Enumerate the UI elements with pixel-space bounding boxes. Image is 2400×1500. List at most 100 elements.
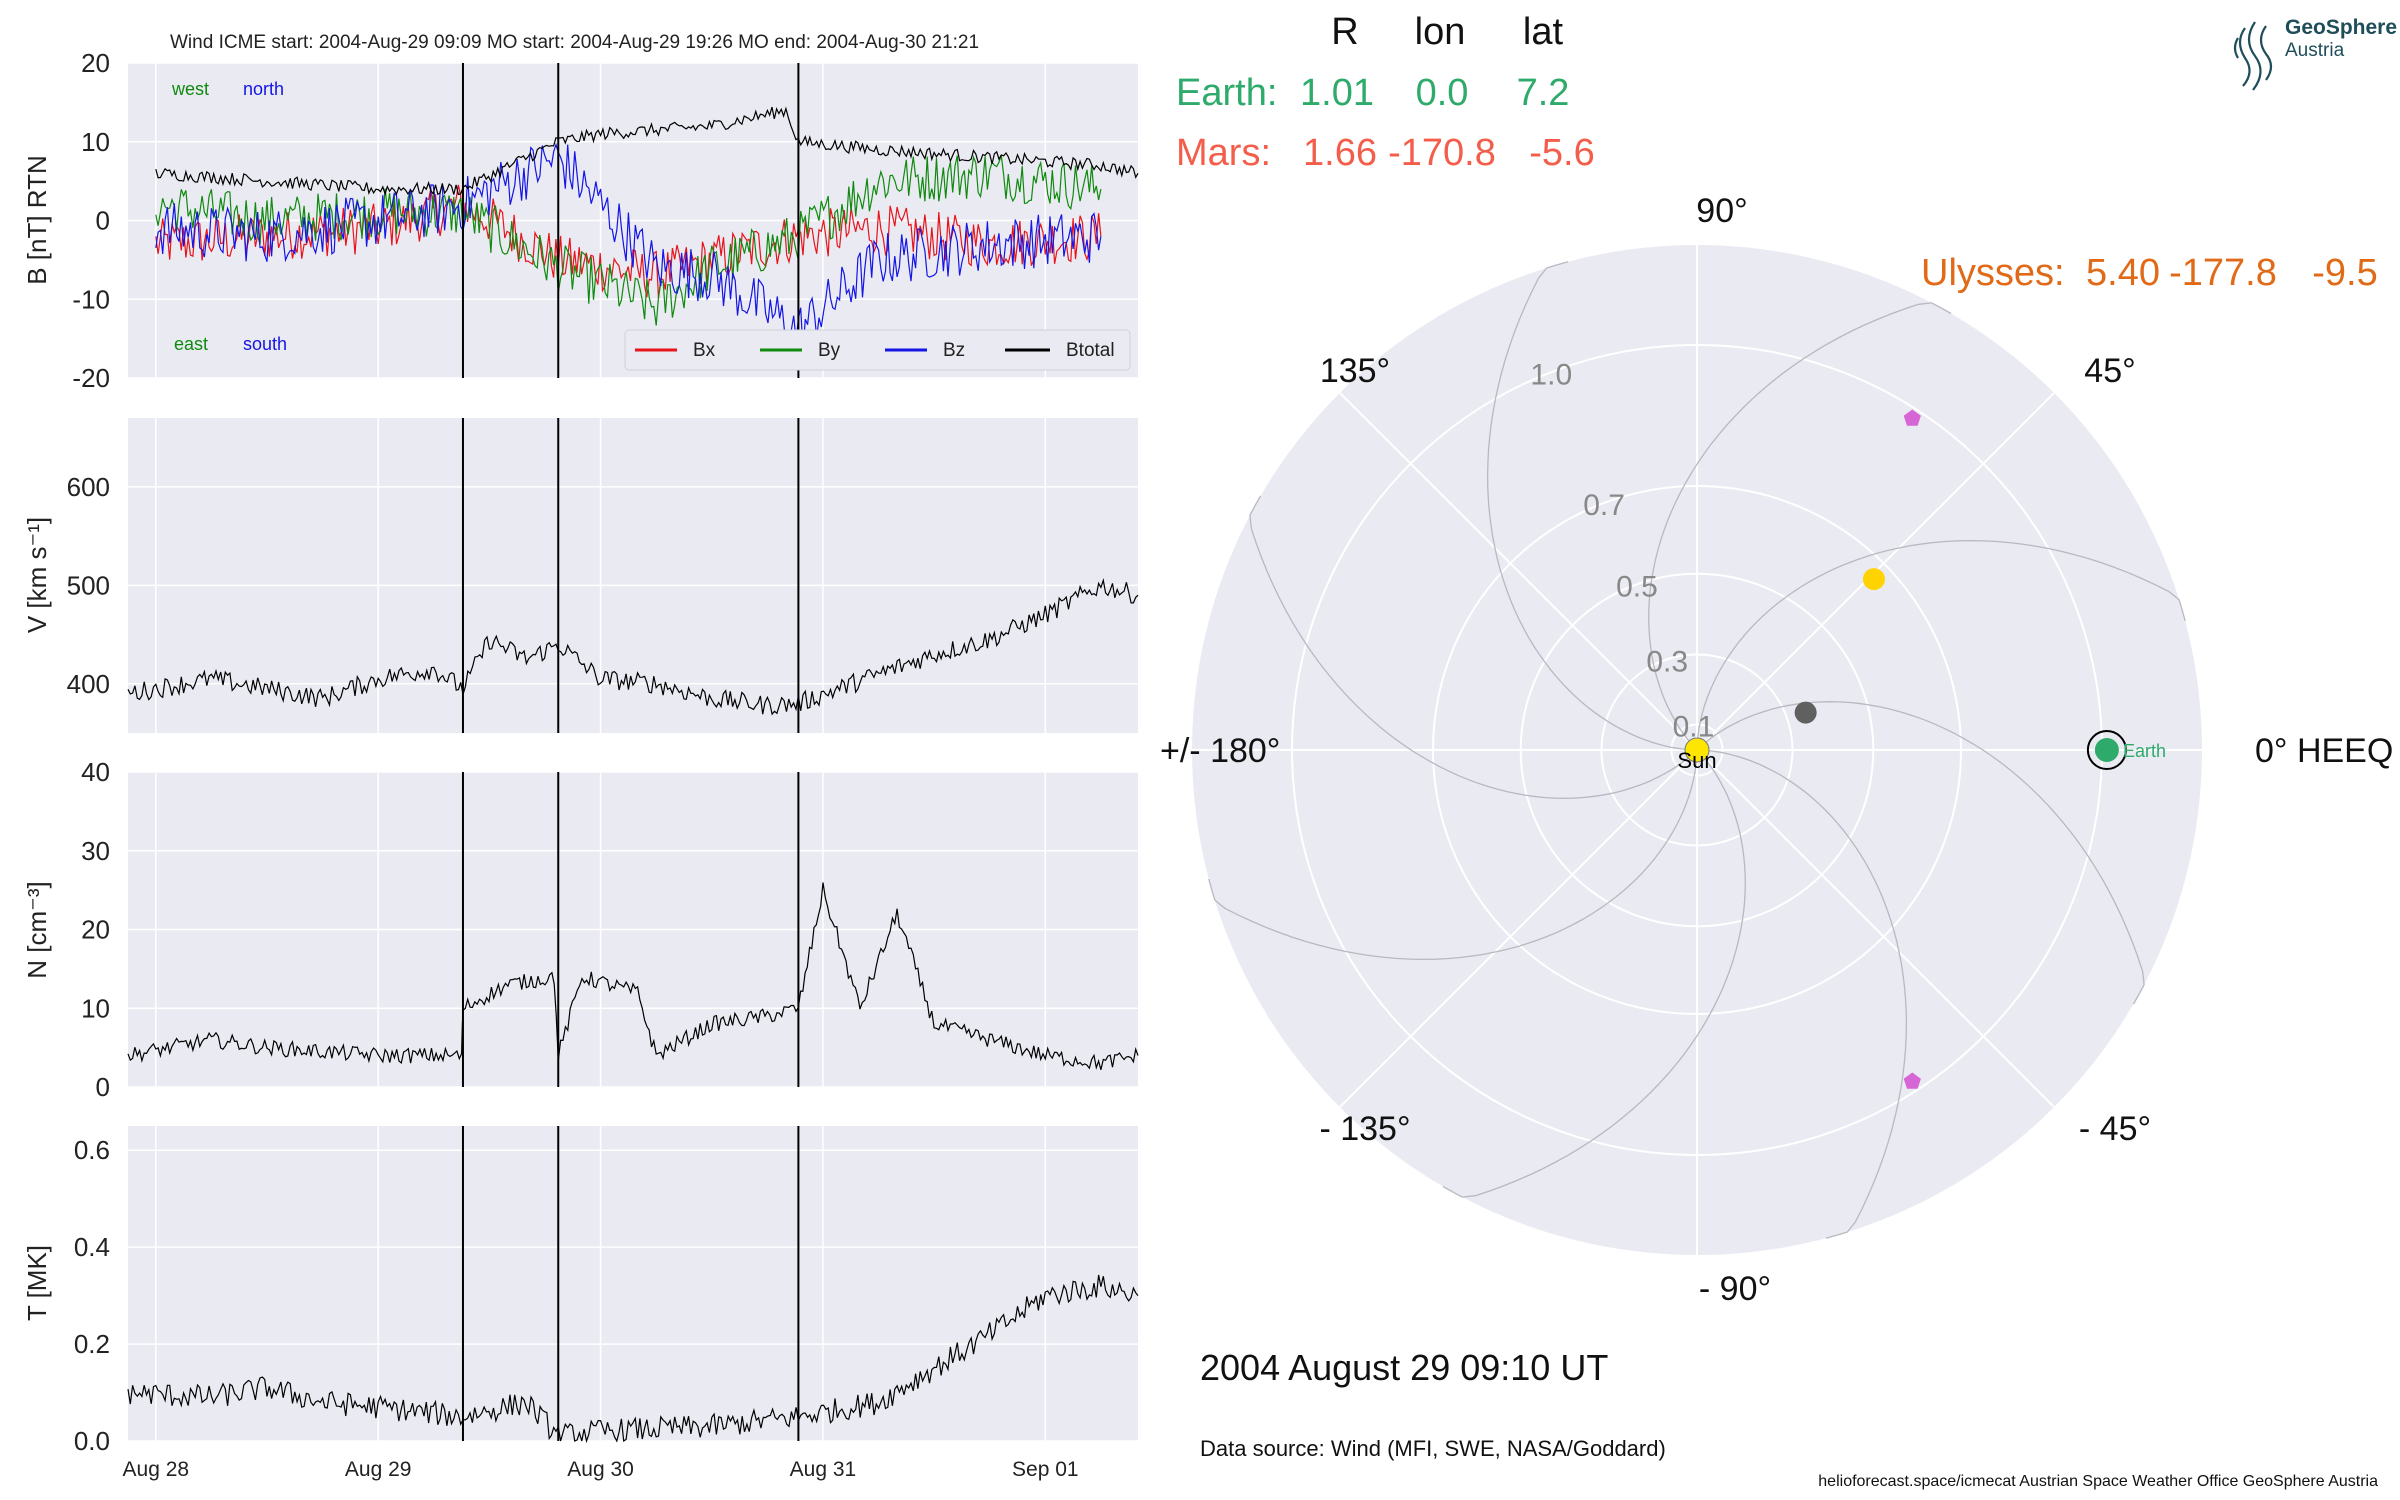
y-tick-label: 0.2 xyxy=(74,1329,110,1359)
logo-swirl-icon xyxy=(2233,21,2273,91)
y-tick-labels: 0.0 0.2 0.4 0.6 xyxy=(74,1135,110,1456)
density-panel: 0 10 20 30 40 N [cm⁻³] xyxy=(22,757,1139,1102)
grid-lines xyxy=(128,1126,1138,1442)
x-tick-labels: Aug 28 Aug 29 Aug 30 Aug 31 Sep 01 xyxy=(123,1458,1079,1481)
polar-radius-labels: 0.1 0.3 0.5 0.7 1.0 xyxy=(1530,358,1714,743)
footer-credits: helioforecast.space/icmecat Austrian Spa… xyxy=(1818,1473,2378,1490)
parker-spiral-line xyxy=(1486,261,1698,751)
mars-row-r: 1.66 xyxy=(1303,132,1377,174)
legend-label-by: By xyxy=(818,340,841,361)
legend-label-btotal: Btotal xyxy=(1066,340,1115,361)
y-tick-label: 10 xyxy=(81,127,110,157)
legend: Bx By Bz Btotal xyxy=(624,329,1131,371)
ulysses-row-r: 5.40 xyxy=(2086,252,2160,294)
y-axis-label: B [nT] RTN xyxy=(22,155,52,285)
annotation-south: south xyxy=(243,334,287,354)
angle-label: +/- 180° xyxy=(1160,732,1280,770)
series-line-bx xyxy=(155,184,1102,299)
radius-tick-label: 0.7 xyxy=(1583,489,1625,522)
y-tick-labels: -20 -10 0 10 20 xyxy=(72,48,110,393)
angle-label: 45° xyxy=(2084,352,2135,390)
y-tick-label: 500 xyxy=(67,570,110,600)
y-tick-label: 10 xyxy=(81,993,110,1023)
y-tick-label: 600 xyxy=(67,472,110,502)
series-line-bz xyxy=(155,142,1102,352)
chart-title: Wind ICME start: 2004-Aug-29 09:09 MO st… xyxy=(170,32,979,53)
spacecraft-circle-marker xyxy=(1794,701,1817,724)
y-tick-label: 0.4 xyxy=(74,1232,110,1262)
series-layer xyxy=(127,1274,1139,1444)
earth-row-r: 1.01 xyxy=(1300,72,1374,114)
earth-row-lat: 7.2 xyxy=(1517,72,1570,114)
polar-position-plot: 0° HEEQ 45° 90° 135° +/- 180° - 135° - 90° - 45… xyxy=(1160,192,2393,1308)
event-lines xyxy=(461,772,800,1087)
y-axis-label: N [cm⁻³] xyxy=(22,881,52,979)
legend-box xyxy=(624,329,1131,371)
header-r: R xyxy=(1331,11,1358,53)
mars-row-lon: -170.8 xyxy=(1388,132,1496,174)
radius-tick-label: 0.1 xyxy=(1673,710,1715,743)
y-tick-label: 30 xyxy=(81,836,110,866)
x-tick-label: Sep 01 xyxy=(1012,1458,1079,1481)
series-layer xyxy=(127,578,1139,716)
y-tick-label: -20 xyxy=(72,363,110,393)
series-line-by xyxy=(155,154,1102,326)
y-tick-label: 0 xyxy=(96,206,110,236)
earth-point-label: Earth xyxy=(2123,741,2166,761)
angle-spoke xyxy=(1339,392,1698,751)
x-tick-label: Aug 29 xyxy=(345,1458,412,1481)
position-table: R lon lat Earth: 1.01 0.0 7.2 Mars: 1.66… xyxy=(1176,11,2378,294)
y-tick-label: -10 xyxy=(72,284,110,314)
header-lat: lat xyxy=(1523,11,1564,53)
y-tick-label: 20 xyxy=(81,48,110,78)
series-line-btotal xyxy=(155,106,1139,196)
radius-tick-label: 0.5 xyxy=(1616,571,1658,604)
parker-spiral-line xyxy=(1696,539,2186,751)
annotation-west: west xyxy=(171,79,209,99)
ulysses-row-lon: -177.8 xyxy=(2169,252,2277,294)
temperature-panel: 0.0 0.2 0.4 0.6 T [MK] xyxy=(22,1126,1139,1456)
parker-spiral-line xyxy=(1648,302,1952,751)
y-tick-labels: 0 10 20 30 40 xyxy=(81,757,110,1102)
plot-background xyxy=(128,1126,1138,1441)
geosphere-logo: GeoSphere Austria xyxy=(2233,16,2397,91)
y-tick-label: 400 xyxy=(67,669,110,699)
y-tick-label: 0.6 xyxy=(74,1135,110,1165)
angle-label: 90° xyxy=(1696,192,1747,230)
ulysses-row-lat: -9.5 xyxy=(2312,252,2377,294)
magnetic-field-panel: -20 -10 0 10 20 B [nT] RTN Wind ICME start: … xyxy=(22,32,1139,393)
earth-row-lon: 0.0 xyxy=(1416,72,1469,114)
annotation-north: north xyxy=(243,79,284,99)
series-line xyxy=(127,578,1139,716)
parker-spiral-line xyxy=(1696,701,2145,1005)
mars-row-lat: -5.6 xyxy=(1529,132,1594,174)
event-lines xyxy=(461,418,800,733)
series-layer xyxy=(155,106,1139,352)
y-tick-label: 40 xyxy=(81,757,110,787)
sun-marker xyxy=(1684,737,1710,763)
radius-tick-label: 0.3 xyxy=(1646,645,1688,678)
parker-spiral-line xyxy=(1249,495,1698,799)
event-lines xyxy=(461,1126,800,1441)
date-label: 2004 August 29 09:10 UT xyxy=(1200,1347,1608,1388)
y-tick-label: 0.0 xyxy=(74,1426,110,1456)
earth-marker xyxy=(2094,738,2119,762)
angle-label: - 90° xyxy=(1699,1270,1771,1308)
x-tick-label: Aug 30 xyxy=(567,1458,634,1481)
legend-label-bx: Bx xyxy=(693,340,716,361)
annotation-east: east xyxy=(174,334,208,354)
x-tick-label: Aug 28 xyxy=(123,1458,190,1481)
series-layer xyxy=(127,882,1139,1070)
header-lon: lon xyxy=(1415,11,1466,53)
radius-tick-label: 1.0 xyxy=(1530,358,1572,391)
series-line xyxy=(127,1274,1139,1444)
earth-row-name: Earth: xyxy=(1176,72,1277,114)
angle-spoke xyxy=(1696,749,2055,1108)
series-line xyxy=(127,882,1139,1070)
polar-points xyxy=(1684,409,2127,1089)
y-axis-label: T [MK] xyxy=(22,1245,52,1321)
y-tick-label: 20 xyxy=(81,915,110,945)
polar-angle-labels: 0° HEEQ 45° 90° 135° +/- 180° - 135° - 90° - 45… xyxy=(1160,192,2393,1308)
y-tick-labels: 400 500 600 xyxy=(67,472,110,699)
